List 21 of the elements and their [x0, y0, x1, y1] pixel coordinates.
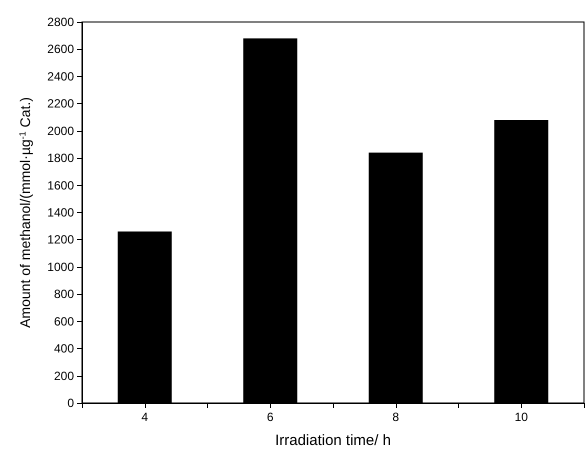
y-tick-label: 200 [54, 368, 74, 383]
x-axis-title: Irradiation time/ h [275, 432, 391, 449]
y-tick-label: 0 [67, 396, 74, 410]
y-tick-label: 2400 [47, 69, 74, 84]
y-tick-label: 1600 [47, 178, 74, 192]
x-tick-label: 10 [514, 410, 528, 424]
y-tick-label: 2000 [47, 124, 74, 138]
y-tick-label: 1800 [47, 151, 74, 166]
y-tick-label: 400 [54, 342, 74, 356]
y-tick-label: 2800 [47, 15, 74, 29]
y-tick-label: 2200 [47, 96, 74, 111]
y-tick-label: 1400 [47, 206, 74, 220]
y-axis-title: Amount of methanol/(mmol·µg-1 Cat.) [17, 97, 33, 328]
y-tick-label: 600 [54, 314, 74, 328]
y-tick-label: 800 [54, 287, 74, 302]
y-tick-label: 1000 [47, 260, 74, 274]
y-tick-label: 2600 [47, 42, 74, 56]
x-tick-label: 8 [392, 410, 400, 424]
x-tick-label: 4 [141, 410, 148, 424]
x-tick-label: 6 [266, 410, 274, 424]
y-tick-label: 1200 [47, 232, 74, 247]
